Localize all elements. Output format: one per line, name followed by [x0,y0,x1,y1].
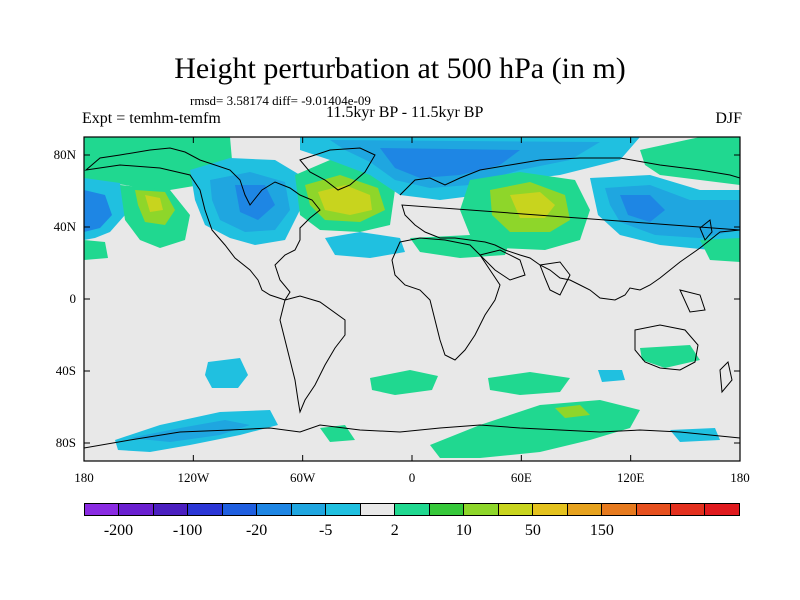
colorbar-box [360,504,396,515]
axis-ticks [83,137,741,461]
anomaly-cyan-s2 [598,370,625,382]
x-tick-label: 0 [408,470,416,485]
coastline-eurasia [399,157,740,301]
colorbar [84,503,740,516]
colorbar-box [395,504,430,515]
anomaly-green-mid [410,235,510,258]
colorbar-box [464,504,499,515]
anomaly-cyan-s1 [205,358,248,388]
colorbar-box [429,504,465,515]
colorbar-label: -20 [245,522,268,539]
y-tick-label: 80S [55,435,76,450]
x-tick-label: 60E [510,470,532,485]
colorbar-box [705,504,739,515]
stats-label: rmsd= 3.58174 diff= -9.01404e-09 [190,93,371,108]
anomaly-green-s2 [488,372,570,395]
anomaly-green-ant1 [320,425,355,442]
colorbar-box [153,504,189,515]
anomaly-green-aus [640,345,700,368]
map-title: Height perturbation at 500 hPa (in m) [174,52,626,85]
colorbar-box [636,504,671,515]
anomaly-cyan-ant2 [670,428,720,442]
y-tick-label: 40N [53,219,76,234]
colorbar-box [85,504,120,515]
colorbar-label: -5 [319,522,333,539]
anomaly-field [84,137,740,458]
colorbar-box [291,504,327,515]
colorbar-box [222,504,258,515]
coastline-south-america [279,295,346,414]
y-tick-label: 80N [53,147,76,162]
coastline-north-america [84,147,321,301]
anomaly-blue-nw [84,190,112,232]
anomaly-blue-ant [130,420,250,442]
x-tick-label: 180 [74,470,94,485]
coastline-japan [679,219,713,313]
anomaly-cyan-mid [325,232,405,258]
y-tick-label: 40S [55,363,76,378]
anomaly-deepblue-pac [620,195,665,222]
colorbar-label: 50 [524,522,541,539]
coastline-australia [634,324,699,371]
x-tick-label: 60W [290,470,316,485]
season-label: DJF [715,110,742,127]
coastline-new-zealand [719,361,733,394]
y-tick-label: 0 [69,291,77,306]
period-label: 11.5kyr BP - 11.5kyr BP [326,104,484,121]
coastline-antarctica [84,424,740,449]
coastline-africa [391,237,501,361]
colorbar-box [119,504,154,515]
anomaly-yellow-atl [318,185,372,215]
coastlines [84,147,740,449]
colorbar-box [533,504,568,515]
anomaly-green-s1 [370,370,438,395]
experiment-label: Expt = temhm-temfm [82,110,221,127]
coastline-arabia-india [479,249,571,296]
colorbar-label: 2 [390,522,399,539]
colorbar-box [257,504,292,515]
colorbar-label: -100 [172,522,203,539]
x-tick-label: 120W [177,470,210,485]
x-tick-label: 180 [730,470,750,485]
anomaly-green-w [84,240,108,260]
colorbar-box [567,504,603,515]
colorbar-label: -200 [103,522,134,539]
anomaly-yellow-eur [510,192,555,218]
anomaly-green-ne2 [700,238,740,262]
colorbar-box [188,504,223,515]
anomaly-lime-ant [555,405,590,418]
colorbar-box [498,504,534,515]
anomaly-deepblue-arctic [380,148,520,178]
colorbar-label: 150 [589,522,614,539]
colorbar-box [602,504,637,515]
colorbar-label: 10 [455,522,472,539]
colorbar-box [326,504,361,515]
colorbar-box [670,504,706,515]
coastline-greenland [299,147,376,191]
x-tick-label: 120E [616,470,645,485]
anomaly-yellow-nw [145,195,163,212]
